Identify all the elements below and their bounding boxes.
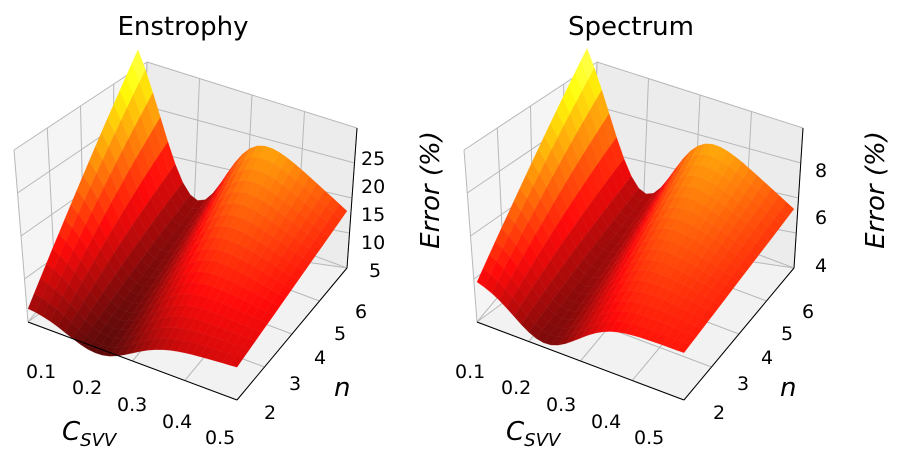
back-grid-line [146,61,358,129]
y-tick-label: 5 [781,323,793,345]
y-tick-label: 4 [761,347,773,369]
x-axis-line [27,321,238,401]
x-tick-label: 0.4 [162,411,192,433]
y-axis-line [683,267,795,401]
side-grid-line [13,61,148,151]
z-axis-label: Error (%) [861,131,891,249]
surface-patch [676,341,691,354]
x-axis-line [476,321,685,401]
x-tick-label: 0.2 [72,377,102,399]
x-tick-label: 0.5 [205,427,235,449]
x-tick-label: 0.5 [634,427,664,449]
chart-title-spectrum: Spectrum [568,12,694,42]
subplot-spectrum: Spectrum 0.1 0.2 0.3 0.4 0.5 2 3 4 5 6 4… [455,12,891,451]
z-axis-line [346,127,358,269]
y-tick-label: 2 [264,402,276,424]
y-tick-label: 6 [355,301,367,323]
z-tick-label: 8 [815,160,827,182]
y-axis-label: n [334,373,350,403]
error-surface [27,49,348,368]
error-surface [476,47,795,354]
z-axis-line [793,127,804,269]
z-tick-label: 25 [361,148,385,170]
back-grid-line [595,105,801,164]
y-tick-label: 6 [802,301,814,323]
x-axis-label: CSVV [506,417,562,451]
subplot-enstrophy: Enstrophy 0.1 0.2 0.3 0.4 0.5 2 3 4 5 6 … [13,12,446,451]
x-tick-label: 0.2 [501,377,531,399]
surface-patch [229,355,244,368]
z-tick-label: 6 [815,207,827,229]
y-tick-label: 3 [289,373,301,395]
back-grid-line [596,61,804,129]
chart-title-enstrophy: Enstrophy [117,12,248,42]
y-tick-label: 3 [737,373,749,395]
back-grid-line [145,105,355,164]
z-tick-label: 15 [361,204,385,226]
y-tick-label: 4 [314,347,326,369]
y-axis-line [236,267,348,401]
y-tick-label: 2 [713,402,725,424]
x-tick-label: 0.4 [591,411,621,433]
x-tick-label: 0.1 [26,361,56,383]
y-tick-label: 5 [334,323,346,345]
y-axis-label: n [780,373,796,403]
z-tick-label: 4 [815,255,827,277]
x-tick-label: 0.3 [546,394,576,416]
z-tick-label: 10 [361,232,385,254]
z-tick-label: 5 [369,260,381,282]
x-tick-label: 0.1 [455,361,485,383]
z-axis-label: Error (%) [416,131,446,249]
x-axis-label: CSVV [62,417,118,451]
z-tick-label: 20 [361,176,385,198]
x-tick-label: 0.3 [117,394,147,416]
